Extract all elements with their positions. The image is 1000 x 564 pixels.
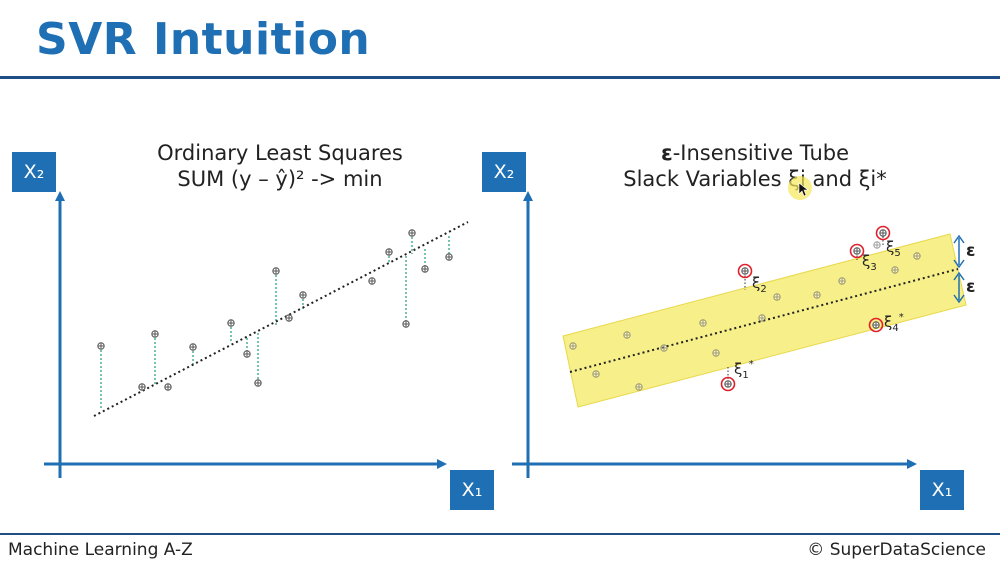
slack-label-3: ξ3 [862, 252, 877, 273]
left-y-axis-label: X₂ [12, 152, 56, 192]
right-outlier-points [720, 225, 891, 392]
right-heading-line2: Slack Variables ξi and ξi* [623, 167, 887, 191]
left-heading: Ordinary Least Squares SUM (y – ŷ)² -> m… [130, 140, 430, 192]
slack-label-1: ξ1* [734, 359, 754, 381]
slack-label-2: ξ2 [752, 274, 767, 295]
epsilon-symbol: ε [660, 141, 673, 165]
left-heading-line1: Ordinary Least Squares [157, 141, 403, 165]
footer-divider [0, 533, 1000, 535]
slack-label-5: ξ5 [886, 238, 901, 259]
epsilon-brackets [953, 234, 965, 304]
right-heading-rest: -Insensitive Tube [672, 141, 850, 165]
slack-label-4: ξ4* [884, 312, 904, 334]
slack-labels: ξ1* ξ2 ξ3 ξ4* ξ5 [734, 238, 904, 381]
left-x-axis-label: X₁ [450, 470, 494, 510]
right-heading-line1: ε-Insensitive Tube [600, 140, 910, 166]
epsilon-label-upper: ε [966, 241, 975, 261]
right-y-axis-label: X₂ [482, 152, 526, 192]
right-heading: ε-Insensitive Tube Slack Variables ξi an… [600, 140, 910, 192]
footer-copyright: © SuperDataScience [807, 540, 986, 560]
footer-course-name: Machine Learning A-Z [8, 540, 193, 560]
left-heading-line2: SUM (y – ŷ)² -> min [177, 167, 383, 191]
left-regression-line [93, 221, 469, 417]
mouse-cursor-highlight [788, 176, 812, 200]
epsilon-label-lower: ε [966, 277, 975, 297]
left-data-points [97, 229, 453, 391]
slide-title: SVR Intuition [36, 14, 371, 65]
title-divider [0, 76, 1000, 79]
right-x-axis-label: X₁ [920, 470, 964, 510]
